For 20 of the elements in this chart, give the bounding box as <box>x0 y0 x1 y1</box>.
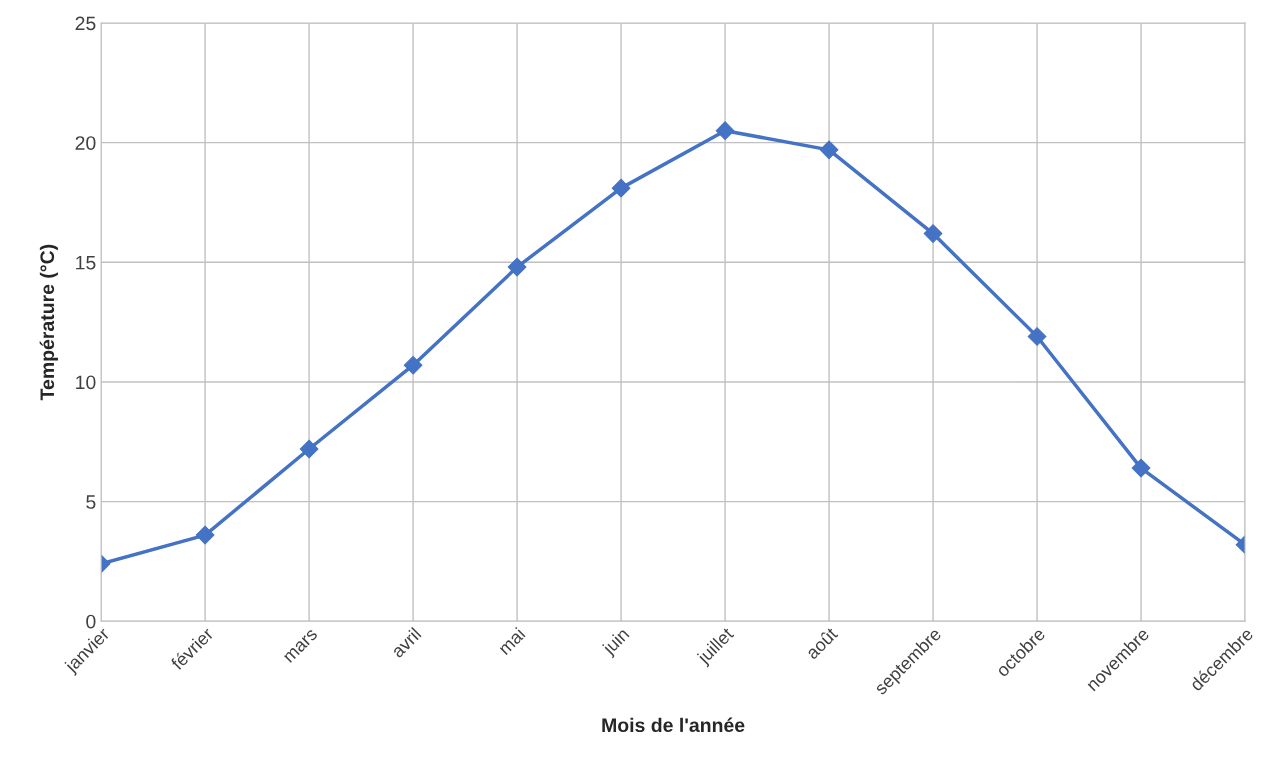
point <box>507 257 527 277</box>
x-axis-title: Mois de l'année <box>602 717 745 733</box>
point <box>299 439 319 459</box>
y-axis-title: Température (°C) <box>39 244 58 401</box>
y-tick-label: 25 <box>75 16 96 31</box>
point <box>715 121 735 141</box>
point <box>1027 327 1047 346</box>
y-tick-label: 20 <box>75 136 96 150</box>
point <box>923 224 943 243</box>
point <box>819 140 839 160</box>
point <box>1131 458 1151 478</box>
x-tick-label: mai <box>497 626 526 656</box>
y-tick-label: 10 <box>76 375 96 390</box>
y-tick-label: 5 <box>86 495 96 509</box>
y-tick-label: 0 <box>86 614 96 629</box>
point <box>195 525 215 545</box>
point <box>611 178 631 198</box>
y-tick-label: 15 <box>76 255 96 270</box>
x-tick-label: juin <box>600 626 633 659</box>
point <box>403 355 423 375</box>
